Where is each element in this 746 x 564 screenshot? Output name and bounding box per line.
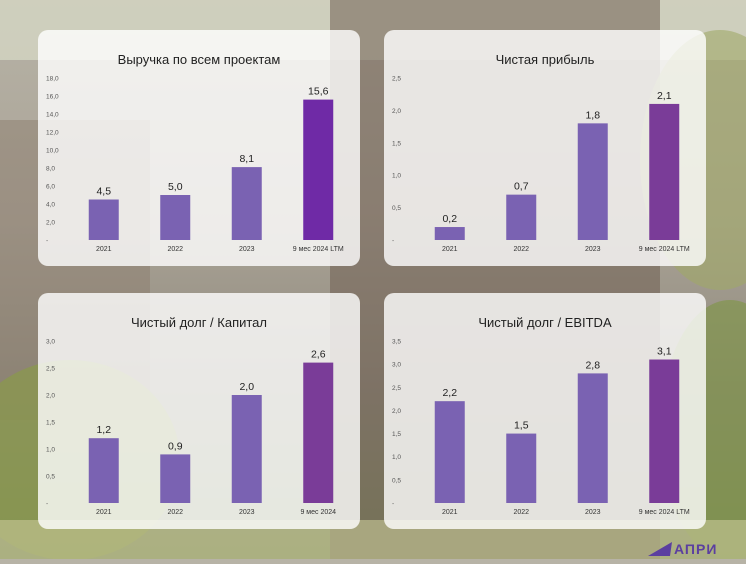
data-label: 1,5 [514,420,529,432]
chart-title: Чистый долг / EBITDA [478,315,612,330]
x-tick-label: 2022 [167,509,183,516]
x-tick-label: 2022 [513,246,529,253]
y-tick-label: 3,5 [392,339,401,346]
bar-2021 [434,401,465,503]
data-label: 1,8 [585,109,600,121]
bar-2021 [88,438,119,503]
data-label: 1,2 [96,424,111,436]
data-label: 0,7 [514,181,529,193]
data-label: 2,1 [657,90,672,102]
bar-9-мес-2024-LTM [303,99,334,240]
x-tick-label: 9 мес 2024 [300,509,336,516]
y-tick-label: 1,5 [392,431,401,438]
data-label: 2,8 [585,359,600,371]
bar-2023 [231,395,262,503]
y-tick-label: 0,5 [46,474,55,481]
net-debt-ebitda-chart: - 0,5 1,0 1,5 2,0 2,5 3,0 3,5 2,2 2021 1,5 2022 2,8 2… [392,339,690,517]
logo-text: АПРИ [674,541,718,557]
data-label: 4,5 [96,186,111,198]
chart-title: Выручка по всем проектам [117,52,281,67]
chart-title: Чистый долг / Капитал [130,315,268,330]
y-tick-label: - [392,238,394,245]
x-tick-label: 2023 [239,509,255,516]
y-tick-label: 2,5 [392,385,401,392]
bar-2022 [160,454,191,503]
x-tick-label: 2021 [96,246,112,253]
bar-2023 [577,123,608,240]
y-tick-label: 2,0 [46,220,55,227]
bar-9-мес-2024-LTM [649,359,680,503]
y-tick-label: 1,5 [392,140,401,147]
y-tick-label: 3,0 [392,362,401,369]
y-tick-label: 1,5 [46,420,55,427]
data-label: 8,1 [239,153,254,165]
x-tick-label: 9 мес 2024 LTM [293,246,344,253]
bar-2021 [88,199,119,240]
y-tick-label: 2,0 [46,393,55,400]
y-tick-label: 6,0 [46,184,55,191]
y-tick-label: 1,0 [46,447,55,454]
x-tick-label: 2023 [585,509,601,516]
bar-2023 [231,167,262,240]
x-tick-label: 9 мес 2024 LTM [639,246,690,253]
y-tick-label: 2,0 [392,108,401,115]
net-debt-equity-chart-panel: Чистый долг / Капитал - 0,5 1,0 1,5 2,0 2,5 3,… [38,293,360,529]
data-label: 3,1 [657,346,672,358]
x-tick-label: 9 мес 2024 LTM [639,509,690,516]
y-tick-label: 4,0 [46,202,55,209]
net-profit-chart: - 0,5 1,0 1,5 2,0 2,5 0,2 2021 0,7 2022 1,8 2023 2,1… [392,76,690,254]
y-tick-label: 10,0 [46,148,59,155]
data-label: 5,0 [168,181,183,193]
x-tick-label: 2023 [239,246,255,253]
net-profit-chart-panel: Чистая прибыль - 0,5 1,0 1,5 2,0 2,5 0,2 2021 0,… [384,30,706,266]
data-label: 2,2 [442,387,457,399]
y-tick-label: 2,0 [392,408,401,415]
y-tick-label: 2,5 [46,366,55,373]
y-tick-label: 1,0 [392,454,401,461]
y-tick-label: 3,0 [46,339,55,346]
bar-2023 [577,373,608,503]
revenue-chart-panel: Выручка по всем проектам - 2,0 4,0 6,0 8,0 10… [38,30,360,266]
net-debt-ebitda-chart-panel: Чистый долг / EBITDA - 0,5 1,0 1,5 2,0 2,5 3,0… [384,293,706,529]
bar-9-мес-2024-LTM [649,103,680,240]
x-tick-label: 2021 [96,509,112,516]
x-tick-label: 2023 [585,246,601,253]
y-tick-label: 8,0 [46,166,55,173]
x-tick-label: 2022 [513,509,529,516]
data-label: 15,6 [308,86,329,98]
data-label: 2,0 [239,381,254,393]
bar-2021 [434,227,465,240]
y-tick-label: 16,0 [46,94,59,101]
y-tick-label: - [392,501,394,508]
revenue-chart: - 2,0 4,0 6,0 8,0 10,0 12,0 14,0 16,0 18,0 4,5 2021… [46,76,344,254]
bar-2022 [160,195,191,240]
x-tick-label: 2022 [167,246,183,253]
x-tick-label: 2021 [442,509,458,516]
data-label: 0,2 [442,213,457,225]
y-tick-label: 18,0 [46,76,59,83]
y-tick-label: - [46,238,48,245]
y-tick-label: 1,0 [392,173,401,180]
bar-9-мес-2024 [303,362,334,503]
y-tick-label: 0,5 [392,205,401,212]
chart-title: Чистая прибыль [495,52,595,67]
bar-2022 [506,194,537,240]
net-debt-equity-chart: - 0,5 1,0 1,5 2,0 2,5 3,0 1,2 2021 0,9 2022 2,0 2023… [46,339,336,517]
y-tick-label: 14,0 [46,112,59,119]
logo-arrow-icon [648,542,672,556]
x-tick-label: 2021 [442,246,458,253]
y-tick-label: 2,5 [392,76,401,83]
data-label: 0,9 [168,440,183,452]
bar-2022 [506,433,537,503]
data-label: 2,6 [311,349,326,361]
y-tick-label: - [46,501,48,508]
y-tick-label: 0,5 [392,477,401,484]
company-logo: АПРИ [648,538,746,559]
y-tick-label: 12,0 [46,130,59,137]
